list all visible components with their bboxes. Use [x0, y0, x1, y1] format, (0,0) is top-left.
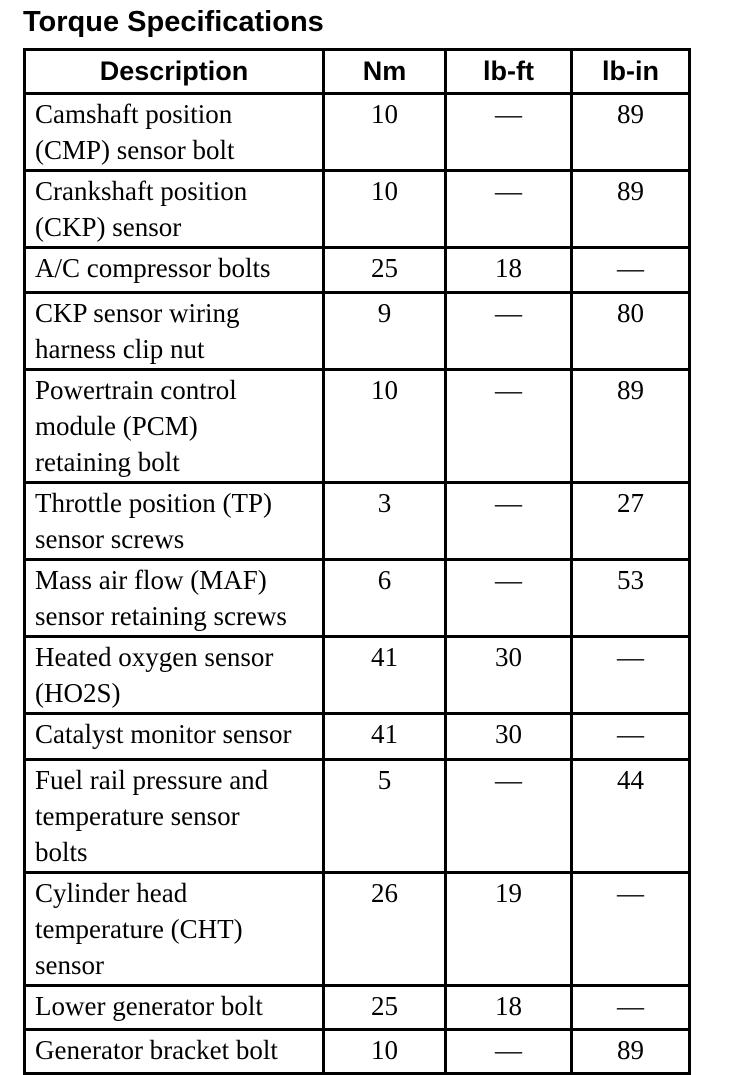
column-header-lb-ft: lb-ft	[444, 48, 573, 95]
cell-lb-in: —	[570, 871, 691, 987]
table-row: Heated oxygen sensor (HO2S) 41 30 —	[23, 635, 691, 715]
cell-lb-in: 89	[570, 1028, 691, 1075]
cell-description: Camshaft position (CMP) sensor bolt	[23, 92, 325, 172]
cell-description: Throttle position (TP) sensor screws	[23, 481, 325, 561]
cell-lb-ft: 18	[444, 246, 573, 294]
cell-lb-in: 80	[570, 291, 691, 371]
cell-description: Powertrain control module (PCM) retainin…	[23, 368, 325, 484]
cell-nm: 9	[322, 291, 447, 371]
cell-lb-in: —	[570, 984, 691, 1031]
cell-nm: 10	[322, 92, 447, 172]
cell-nm: 41	[322, 635, 447, 715]
cell-description: Lower generator bolt	[23, 984, 325, 1031]
cell-nm: 25	[322, 246, 447, 294]
column-header-description: Description	[23, 48, 325, 95]
cell-lb-ft: —	[444, 291, 573, 371]
column-header-lb-in: lb-in	[570, 48, 691, 95]
cell-nm: 41	[322, 712, 447, 761]
cell-nm: 10	[322, 169, 447, 249]
cell-lb-ft: —	[444, 169, 573, 249]
table-header-row: Description Nm lb-ft lb-in	[23, 48, 691, 95]
page-title: Torque Specifications	[23, 6, 324, 38]
cell-description: A/C compressor bolts	[23, 246, 325, 294]
cell-nm: 5	[322, 758, 447, 874]
cell-description: Crankshaft position (CKP) sensor	[23, 169, 325, 249]
cell-lb-ft: —	[444, 368, 573, 484]
cell-nm: 25	[322, 984, 447, 1031]
table-row: Catalyst monitor sensor 41 30 —	[23, 712, 691, 761]
cell-lb-in: —	[570, 635, 691, 715]
cell-lb-in: 89	[570, 169, 691, 249]
table-row: Lower generator bolt 25 18 —	[23, 984, 691, 1031]
table-row: Camshaft position (CMP) sensor bolt 10 —…	[23, 92, 691, 172]
cell-lb-in: 44	[570, 758, 691, 874]
cell-lb-ft: —	[444, 481, 573, 561]
torque-specifications-table: Description Nm lb-ft lb-in Camshaft posi…	[23, 48, 691, 1075]
cell-lb-ft: 30	[444, 712, 573, 761]
table-row: CKP sensor wiring harness clip nut 9 — 8…	[23, 291, 691, 371]
cell-lb-ft: 19	[444, 871, 573, 987]
cell-nm: 10	[322, 368, 447, 484]
cell-description: Mass air flow (MAF) sensor retaining scr…	[23, 558, 325, 638]
cell-nm: 6	[322, 558, 447, 638]
table-row: Generator bracket bolt 10 — 89	[23, 1028, 691, 1075]
cell-lb-in: 27	[570, 481, 691, 561]
table-row: Fuel rail pressure and temperature senso…	[23, 758, 691, 874]
cell-lb-ft: —	[444, 558, 573, 638]
table-row: Throttle position (TP) sensor screws 3 —…	[23, 481, 691, 561]
cell-description: Cylinder head temperature (CHT) sensor	[23, 871, 325, 987]
cell-lb-ft: —	[444, 1028, 573, 1075]
cell-lb-ft: —	[444, 92, 573, 172]
cell-nm: 3	[322, 481, 447, 561]
cell-description: Heated oxygen sensor (HO2S)	[23, 635, 325, 715]
cell-lb-in: —	[570, 712, 691, 761]
table-row: A/C compressor bolts 25 18 —	[23, 246, 691, 294]
cell-lb-in: 53	[570, 558, 691, 638]
table-row: Mass air flow (MAF) sensor retaining scr…	[23, 558, 691, 638]
cell-lb-in: —	[570, 246, 691, 294]
cell-description: CKP sensor wiring harness clip nut	[23, 291, 325, 371]
cell-lb-ft: —	[444, 758, 573, 874]
table-row: Powertrain control module (PCM) retainin…	[23, 368, 691, 484]
cell-lb-ft: 30	[444, 635, 573, 715]
cell-nm: 10	[322, 1028, 447, 1075]
cell-nm: 26	[322, 871, 447, 987]
cell-lb-ft: 18	[444, 984, 573, 1031]
cell-description: Fuel rail pressure and temperature senso…	[23, 758, 325, 874]
table-row: Crankshaft position (CKP) sensor 10 — 89	[23, 169, 691, 249]
column-header-nm: Nm	[322, 48, 447, 95]
cell-lb-in: 89	[570, 368, 691, 484]
cell-description: Generator bracket bolt	[23, 1028, 325, 1075]
cell-description: Catalyst monitor sensor	[23, 712, 325, 761]
cell-lb-in: 89	[570, 92, 691, 172]
table-row: Cylinder head temperature (CHT) sensor 2…	[23, 871, 691, 987]
